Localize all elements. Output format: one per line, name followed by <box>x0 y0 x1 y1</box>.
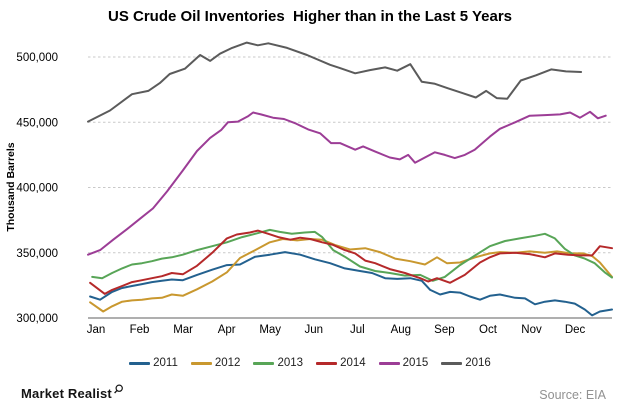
legend-swatch-2013 <box>253 361 275 365</box>
legend-label: 2012 <box>214 357 241 369</box>
legend-swatch-2012 <box>190 361 212 365</box>
legend-label: 2014 <box>340 357 366 369</box>
legend-item-2011: 2011 <box>129 357 178 369</box>
y-tick-label: 400,000 <box>16 183 58 195</box>
x-tick-label: Apr <box>218 324 236 336</box>
chart-legend: 2011 2012 2013 2014 2015 2016 <box>0 357 620 369</box>
series-line-2015 <box>87 110 607 256</box>
y-axis-title: Thousand Barrels <box>5 142 17 231</box>
legend-item-2012: 2012 <box>190 357 241 369</box>
x-tick-label: Jan <box>87 324 106 336</box>
x-tick-label: Aug <box>391 324 411 336</box>
legend-swatch-2014 <box>316 361 338 365</box>
x-tick-label: Sep <box>434 324 454 336</box>
legend-label: 2011 <box>153 357 178 369</box>
magnifier-icon <box>114 384 123 394</box>
source-attribution: Source: EIA <box>539 388 606 402</box>
legend-swatch-2016 <box>441 361 463 365</box>
series-line-2011 <box>89 251 613 317</box>
legend-label: 2015 <box>402 357 429 369</box>
market-realist-logo: Market Realist <box>21 384 124 401</box>
legend-label: 2016 <box>465 357 491 369</box>
legend-item-2014: 2014 <box>316 357 366 369</box>
series-line-2013 <box>91 228 613 282</box>
y-tick-label: 450,000 <box>16 117 58 129</box>
x-tick-label: Jun <box>304 324 323 336</box>
x-tick-label: May <box>259 324 281 336</box>
y-tick-label: 350,000 <box>16 248 58 260</box>
x-tick-label: Nov <box>521 324 542 336</box>
y-tick-label: 300,000 <box>16 313 58 325</box>
legend-item-2013: 2013 <box>253 357 303 369</box>
legend-item-2015: 2015 <box>378 357 429 369</box>
y-tick-label: 500,000 <box>16 52 58 64</box>
legend-swatch-2015 <box>378 361 400 365</box>
x-tick-label: Feb <box>130 324 150 336</box>
x-tick-label: Dec <box>565 324 586 336</box>
series-line-2012 <box>89 238 613 313</box>
x-tick-label: Jul <box>350 324 365 336</box>
series-line-2016 <box>87 41 583 123</box>
series-line-2014 <box>89 229 613 295</box>
brand-text: Market Realist <box>21 386 112 401</box>
legend-label: 2013 <box>277 357 304 369</box>
chart-title: US Crude Oil Inventories Higher than in … <box>108 8 512 25</box>
legend-swatch-2011 <box>129 361 151 365</box>
x-tick-label: Mar <box>173 324 193 336</box>
x-tick-label: Oct <box>479 324 498 336</box>
legend-item-2016: 2016 <box>441 357 491 369</box>
